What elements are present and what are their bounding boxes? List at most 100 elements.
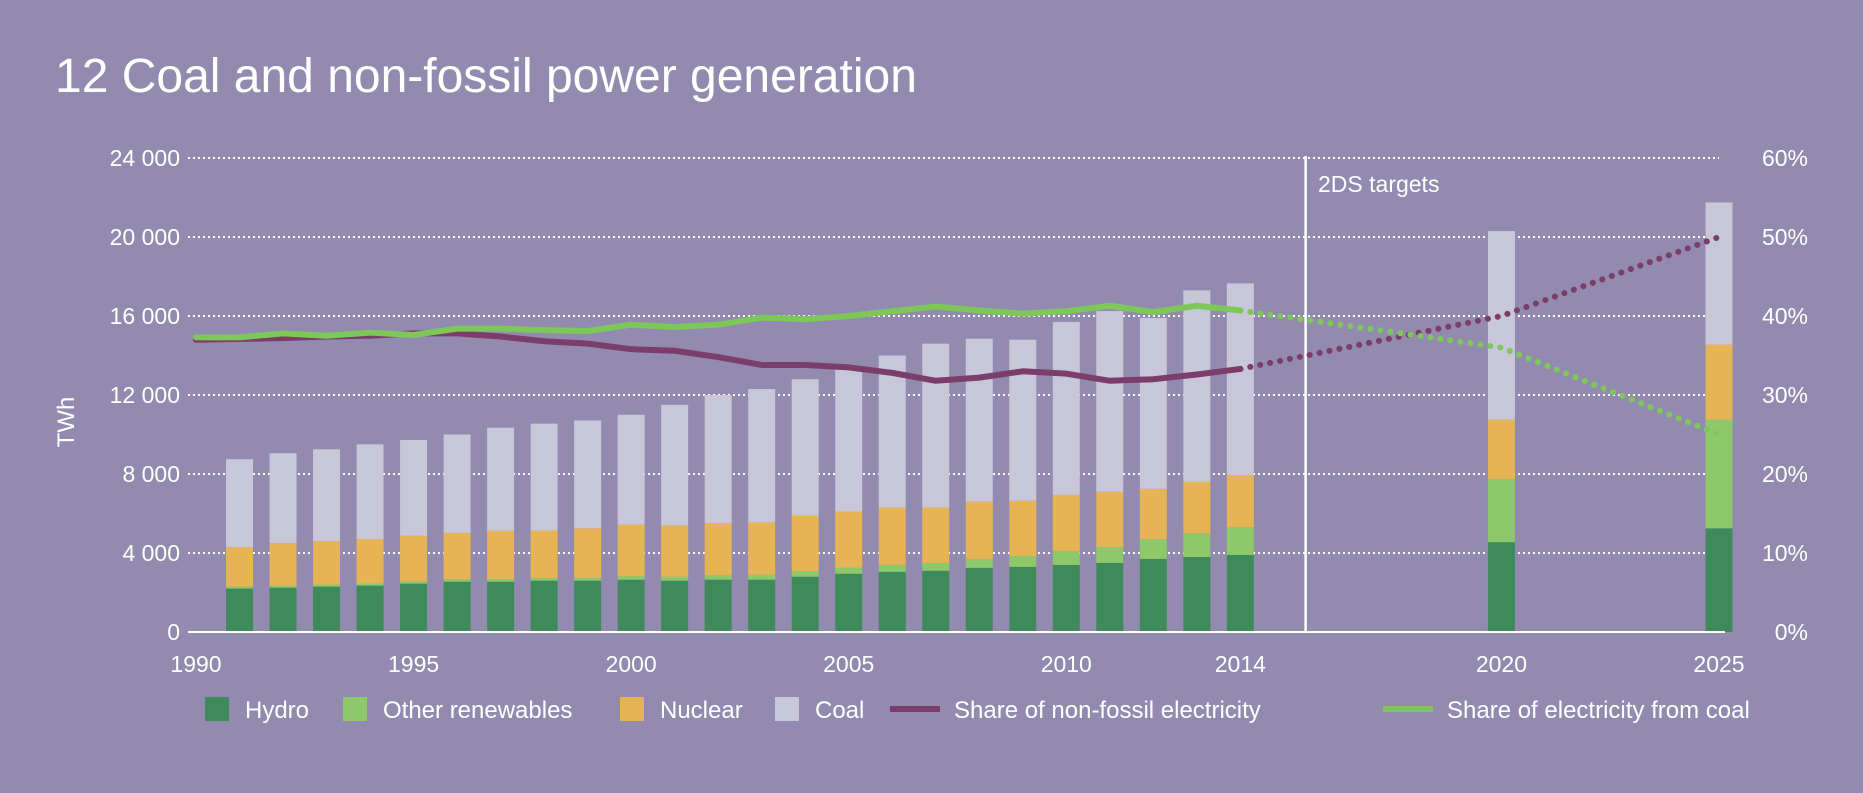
bar-hydro [226,588,254,632]
x-tick-label: 2000 [606,651,657,677]
bar-other-renewables [1183,533,1211,557]
bar-coal [661,404,689,526]
bar-other-renewables [965,558,993,568]
bar-coal [1139,317,1167,489]
bar-nuclear [400,535,428,582]
bar-other-renewables [1096,547,1124,563]
bar-hydro [704,579,732,632]
bar-hydro [748,579,776,632]
bar-coal [1705,202,1733,345]
x-tick-label: 1990 [170,651,221,677]
bar-coal [922,343,950,508]
legend-label: Share of electricity from coal [1447,697,1750,724]
chart-title: 12 Coal and non-fossil power generation [55,50,917,103]
bar-hydro [965,567,993,632]
bar-coal [748,389,776,523]
bar-hydro [1487,542,1515,632]
bar-nuclear [617,524,645,577]
bar-nuclear [835,511,863,568]
legend-label: Share of non-fossil electricity [954,697,1261,724]
series-line [193,330,1244,384]
bar-hydro [443,581,471,632]
legend-swatch [620,697,644,721]
bar-coal [1183,290,1211,482]
series-line [193,302,1244,341]
bar-nuclear [1487,419,1515,479]
bar-coal [617,414,645,525]
bar-hydro [835,573,863,632]
bar-nuclear [1226,474,1254,528]
bar-coal [356,444,384,540]
bar-other-renewables [748,574,776,580]
bar-hydro [400,583,428,632]
bar-hydro [1096,562,1124,632]
bar-hydro [1052,564,1080,632]
bar-coal [226,459,254,548]
target-line [1237,234,1722,372]
y2-tick-label: 20% [1762,461,1808,487]
bar-coal [1226,283,1254,475]
bar-hydro [269,587,297,632]
y-tick-label: 24 000 [110,145,180,171]
bar-nuclear [530,530,558,578]
legend-swatch [775,697,799,721]
bar-nuclear [1096,491,1124,548]
y-tick-label: 16 000 [110,303,180,329]
share-lines [193,234,1722,438]
bar-other-renewables [922,562,950,571]
bar-nuclear [1139,488,1167,540]
bar-hydro [1226,554,1254,632]
y2-tick-label: 60% [1762,145,1808,171]
y2-tick-label: 10% [1762,540,1808,566]
bar-other-renewables [400,581,428,584]
legend-label: Hydro [245,697,309,724]
bar-coal [443,434,471,533]
bar-other-renewables [574,577,602,581]
y-tick-label: 12 000 [110,382,180,408]
bar-coal [269,453,297,544]
bar-nuclear [791,515,819,572]
bar-coal [487,427,515,531]
bar-other-renewables [1705,419,1733,529]
bar-other-renewables [1139,539,1167,559]
bar-hydro [617,579,645,632]
bar-nuclear [1183,481,1211,534]
bar-nuclear [487,530,515,580]
annotation: 2DS targets [1318,171,1439,197]
bar-nuclear [1705,344,1733,420]
bar-hydro [530,580,558,632]
y-tick-label: 8 000 [122,461,180,487]
axes: 0 4 000 8 000 12 000 16 000 20 000 24 000 0% 10%… [110,145,1808,677]
bar-hydro [574,580,602,632]
x-tick-label: 2010 [1041,651,1092,677]
legend: Hydro Other renewables Nuclear Coal Share of… [205,697,1750,724]
bar-nuclear [269,543,297,586]
bar-hydro [356,585,384,632]
bar-nuclear [704,522,732,576]
bar-other-renewables [835,567,863,574]
bar-other-renewables [356,583,384,586]
bar-other-renewables [443,579,471,582]
bar-coal [965,338,993,502]
bar-other-renewables [704,575,732,580]
bar-other-renewables [487,579,515,582]
stacked-bars [226,202,1733,632]
x-tick-label: 2005 [823,651,874,677]
bar-nuclear [1052,494,1080,552]
bar-nuclear [313,541,341,585]
x-tick-label: 2025 [1693,651,1744,677]
bar-coal [878,355,906,508]
bar-coal [1487,231,1515,420]
target-line [1237,307,1722,438]
legend-swatch [343,697,367,721]
y2-tick-label: 0% [1775,619,1808,645]
y-axis-label: TWh [53,397,80,448]
bar-other-renewables [313,584,341,587]
bar-coal [791,379,819,516]
bar-other-renewables [1487,478,1515,543]
bar-coal [704,395,732,523]
bar-hydro [878,571,906,632]
bar-hydro [313,586,341,632]
gridlines [188,156,1719,632]
